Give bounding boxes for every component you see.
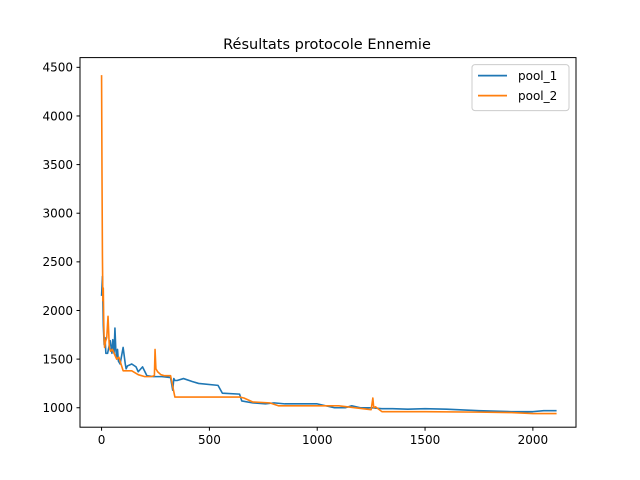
y-tick-label: 1000 (42, 401, 73, 415)
legend-label-pool_1: pool_1 (518, 69, 557, 83)
x-axis: 0 500 1000 1500 2000 (98, 427, 548, 447)
chart-title: Résultats protocole Ennemie (223, 37, 431, 53)
y-tick-label: 2500 (42, 255, 73, 269)
x-tick-label: 500 (198, 433, 221, 447)
series-line-pool_2 (100, 75, 557, 415)
y-tick-label: 4500 (42, 61, 73, 75)
x-tick-label: 2000 (518, 433, 549, 447)
x-tick-label: 0 (98, 433, 106, 447)
y-tick-label: 1500 (42, 352, 73, 366)
x-tick-label: 1000 (302, 433, 333, 447)
plot-lines (100, 75, 557, 415)
axes-frame (79, 57, 577, 428)
legend-label-pool_2: pool_2 (518, 89, 557, 103)
legend: pool_1 pool_2 (471, 64, 570, 112)
y-tick-label: 2000 (42, 304, 73, 318)
x-tick-label: 1500 (410, 433, 441, 447)
y-axis: 1000 1500 2000 2500 3000 3500 4000 4500 (42, 61, 80, 415)
y-tick-label: 3500 (42, 158, 73, 172)
series-line-pool_1 (100, 275, 557, 413)
y-tick-label: 4000 (42, 109, 73, 123)
y-tick-label: 3000 (42, 207, 73, 221)
